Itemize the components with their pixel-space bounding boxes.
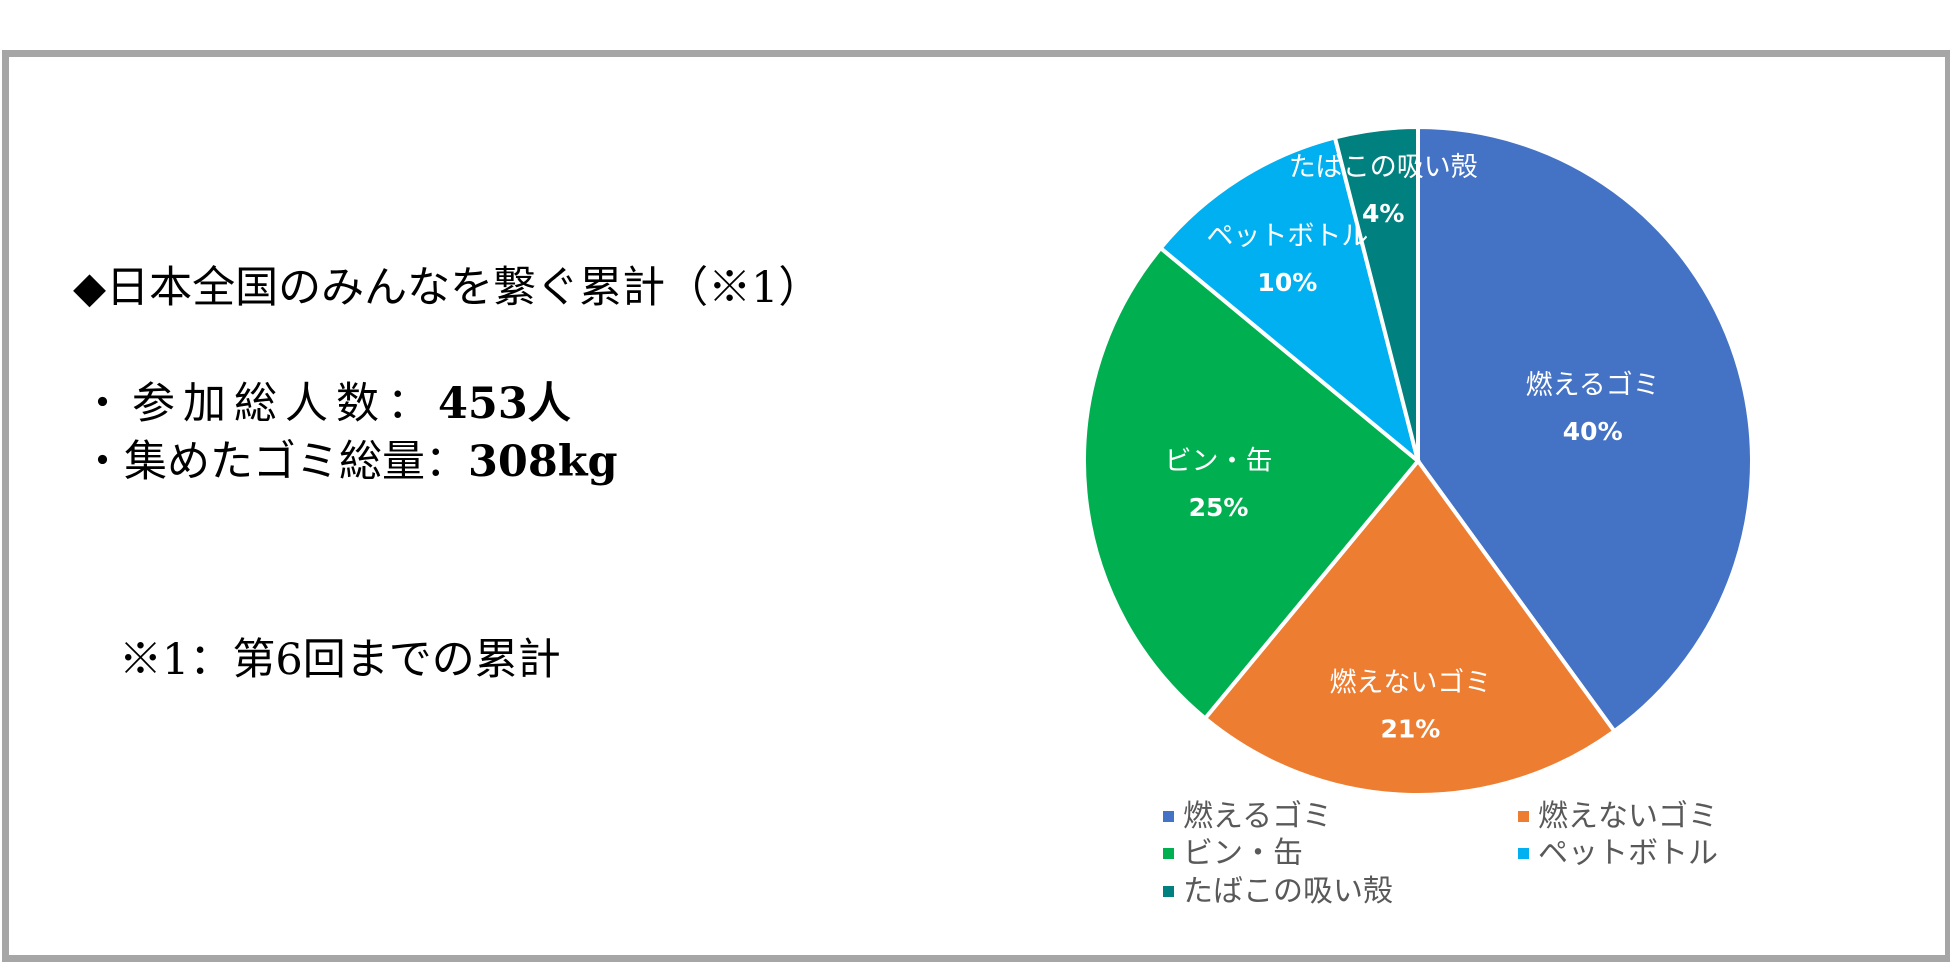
info-panel: ◆日本全国のみんなを繋ぐ累計（※1） ・参加総人数：453人 ・集めたゴミ総量：… <box>9 57 1009 955</box>
pie-slice-0 <box>1416 124 1754 735</box>
legend-swatch-3 <box>1518 848 1529 859</box>
legend-label-3: ペットボトル <box>1538 836 1718 871</box>
pie-slice-2 <box>1082 245 1421 722</box>
legend-swatch-1 <box>1518 811 1529 822</box>
slice-percent-2: 25% <box>1189 493 1249 522</box>
summary-heading: ◆日本全国のみんなを繋ぐ累計（※1） <box>73 263 822 313</box>
slice-label-0: 燃えるゴミ <box>1526 370 1660 401</box>
slice-label-3: ペットボトル <box>1206 221 1368 252</box>
legend-swatch-0 <box>1163 811 1174 822</box>
legend-label-1: 燃えないゴミ <box>1538 799 1718 834</box>
pie-slice-labels: 燃えるゴミ 40% 燃えないゴミ 21% ビン・缶 25% ペットボトル 10% たばこの吸い殻… <box>1164 152 1659 743</box>
legend-label-4: たばこの吸い殻 <box>1183 874 1393 909</box>
stat-participants-label: ・参加総人数： <box>81 379 438 429</box>
slice-percent-0: 40% <box>1563 417 1623 446</box>
legend-swatch-4 <box>1163 886 1174 897</box>
stat-participants: ・参加総人数：453人 <box>81 369 571 431</box>
pie-slice-4 <box>1332 124 1420 462</box>
stat-garbage-label: ・集めたゴミ総量： <box>81 437 468 487</box>
slice-label-2: ビン・缶 <box>1164 446 1272 477</box>
slice-percent-3: 10% <box>1257 268 1317 297</box>
pie-slice-1 <box>1202 457 1618 797</box>
legend-label-2: ビン・缶 <box>1183 836 1303 871</box>
legend-label-0: 燃えるゴミ <box>1183 799 1332 834</box>
footnote: ※1：第6回までの累計 <box>119 635 561 685</box>
legend-swatch-2 <box>1163 848 1174 859</box>
pie-slices <box>1082 124 1754 797</box>
slice-percent-1: 21% <box>1381 714 1441 743</box>
stat-garbage-value: 308kg <box>468 437 618 487</box>
stat-participants-value: 453人 <box>438 379 571 429</box>
slice-label-4: たばこの吸い殻 <box>1289 152 1478 183</box>
slice-percent-4: 4% <box>1362 199 1404 228</box>
stat-garbage-total: ・集めたゴミ総量：308kg <box>81 427 618 489</box>
slice-label-1: 燃えないゴミ <box>1329 667 1491 698</box>
